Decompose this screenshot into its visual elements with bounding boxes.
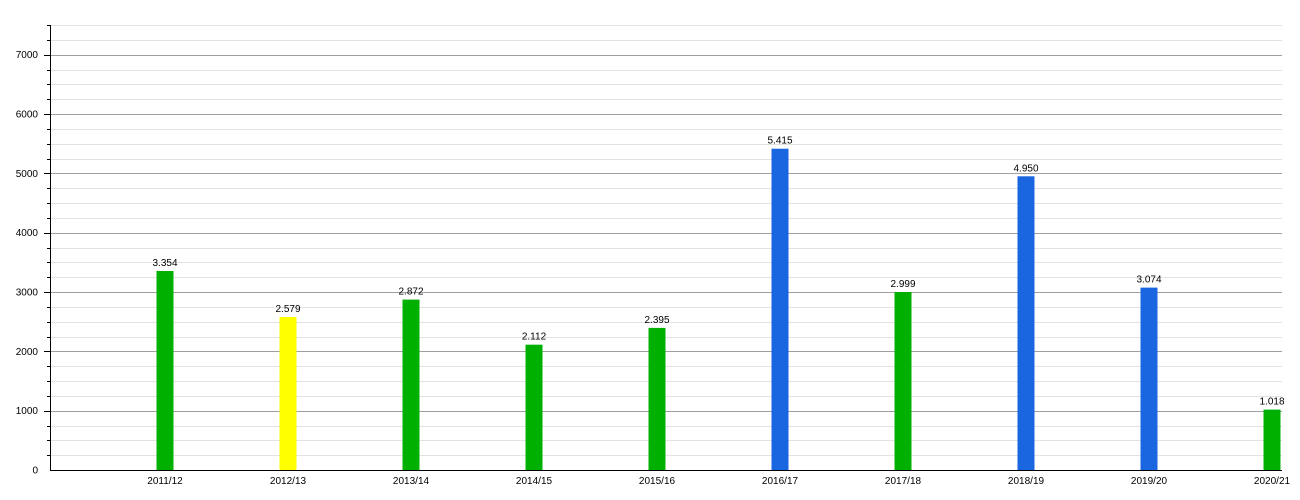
x-axis-ticks: 2011/12 2012/13 2013/14 2014/15 2015/16 2016/… <box>147 476 1290 487</box>
x-tick-label: 2019/20 <box>1131 476 1168 487</box>
bar-2012-13 <box>279 316 297 470</box>
value-label: 3.354 <box>152 258 177 269</box>
value-label: 2.579 <box>275 304 300 315</box>
bar-2016-17 <box>771 148 789 470</box>
bar-2014-15 <box>525 344 543 470</box>
value-label: 5.415 <box>767 136 792 147</box>
y-axis-ticks: 0 1000 2000 3000 4000 5000 6000 7000 <box>16 25 50 477</box>
value-label: 3.074 <box>1136 275 1161 286</box>
x-tick-label: 2017/18 <box>885 476 922 487</box>
y-tick-label: 2000 <box>16 347 39 358</box>
value-label: 4.950 <box>1013 163 1038 174</box>
y-tick-label: 3000 <box>16 288 39 299</box>
x-tick-label: 2015/16 <box>639 476 676 487</box>
bar-2013-14 <box>402 299 420 470</box>
value-label: 1.018 <box>1259 397 1284 408</box>
bar-2020-21 <box>1263 409 1281 470</box>
y-tick-label: 5000 <box>16 169 39 180</box>
bar-2011-12 <box>156 270 174 470</box>
x-tick-label: 2018/19 <box>1008 476 1045 487</box>
x-tick-label: 2013/14 <box>393 476 430 487</box>
y-tick-label: 1000 <box>16 406 39 417</box>
value-label: 2.112 <box>522 332 547 343</box>
x-tick-label: 2016/17 <box>762 476 799 487</box>
bar-2015-16 <box>648 327 666 470</box>
value-label: 2.872 <box>398 287 423 298</box>
x-tick-label: 2011/12 <box>147 476 183 487</box>
value-label: 2.999 <box>890 279 915 290</box>
bar-2018-19 <box>1017 176 1035 471</box>
x-tick-label: 2014/15 <box>516 476 553 487</box>
y-tick-label: 4000 <box>16 228 39 239</box>
bars <box>156 148 1281 471</box>
y-tick-label: 7000 <box>16 50 39 61</box>
value-label: 2.395 <box>644 315 669 326</box>
x-tick-label: 2020/21 <box>1254 476 1291 487</box>
y-tick-label: 0 <box>32 466 38 477</box>
value-labels: 3.354 2.579 2.872 2.112 2.395 5.415 2.999 4.950… <box>152 136 1284 408</box>
axes <box>50 25 1282 471</box>
bar-2019-20 <box>1140 287 1158 470</box>
grid-lines <box>50 25 1282 456</box>
bar-2017-18 <box>894 292 912 470</box>
x-tick-label: 2012/13 <box>270 476 307 487</box>
y-tick-label: 6000 <box>16 110 39 121</box>
